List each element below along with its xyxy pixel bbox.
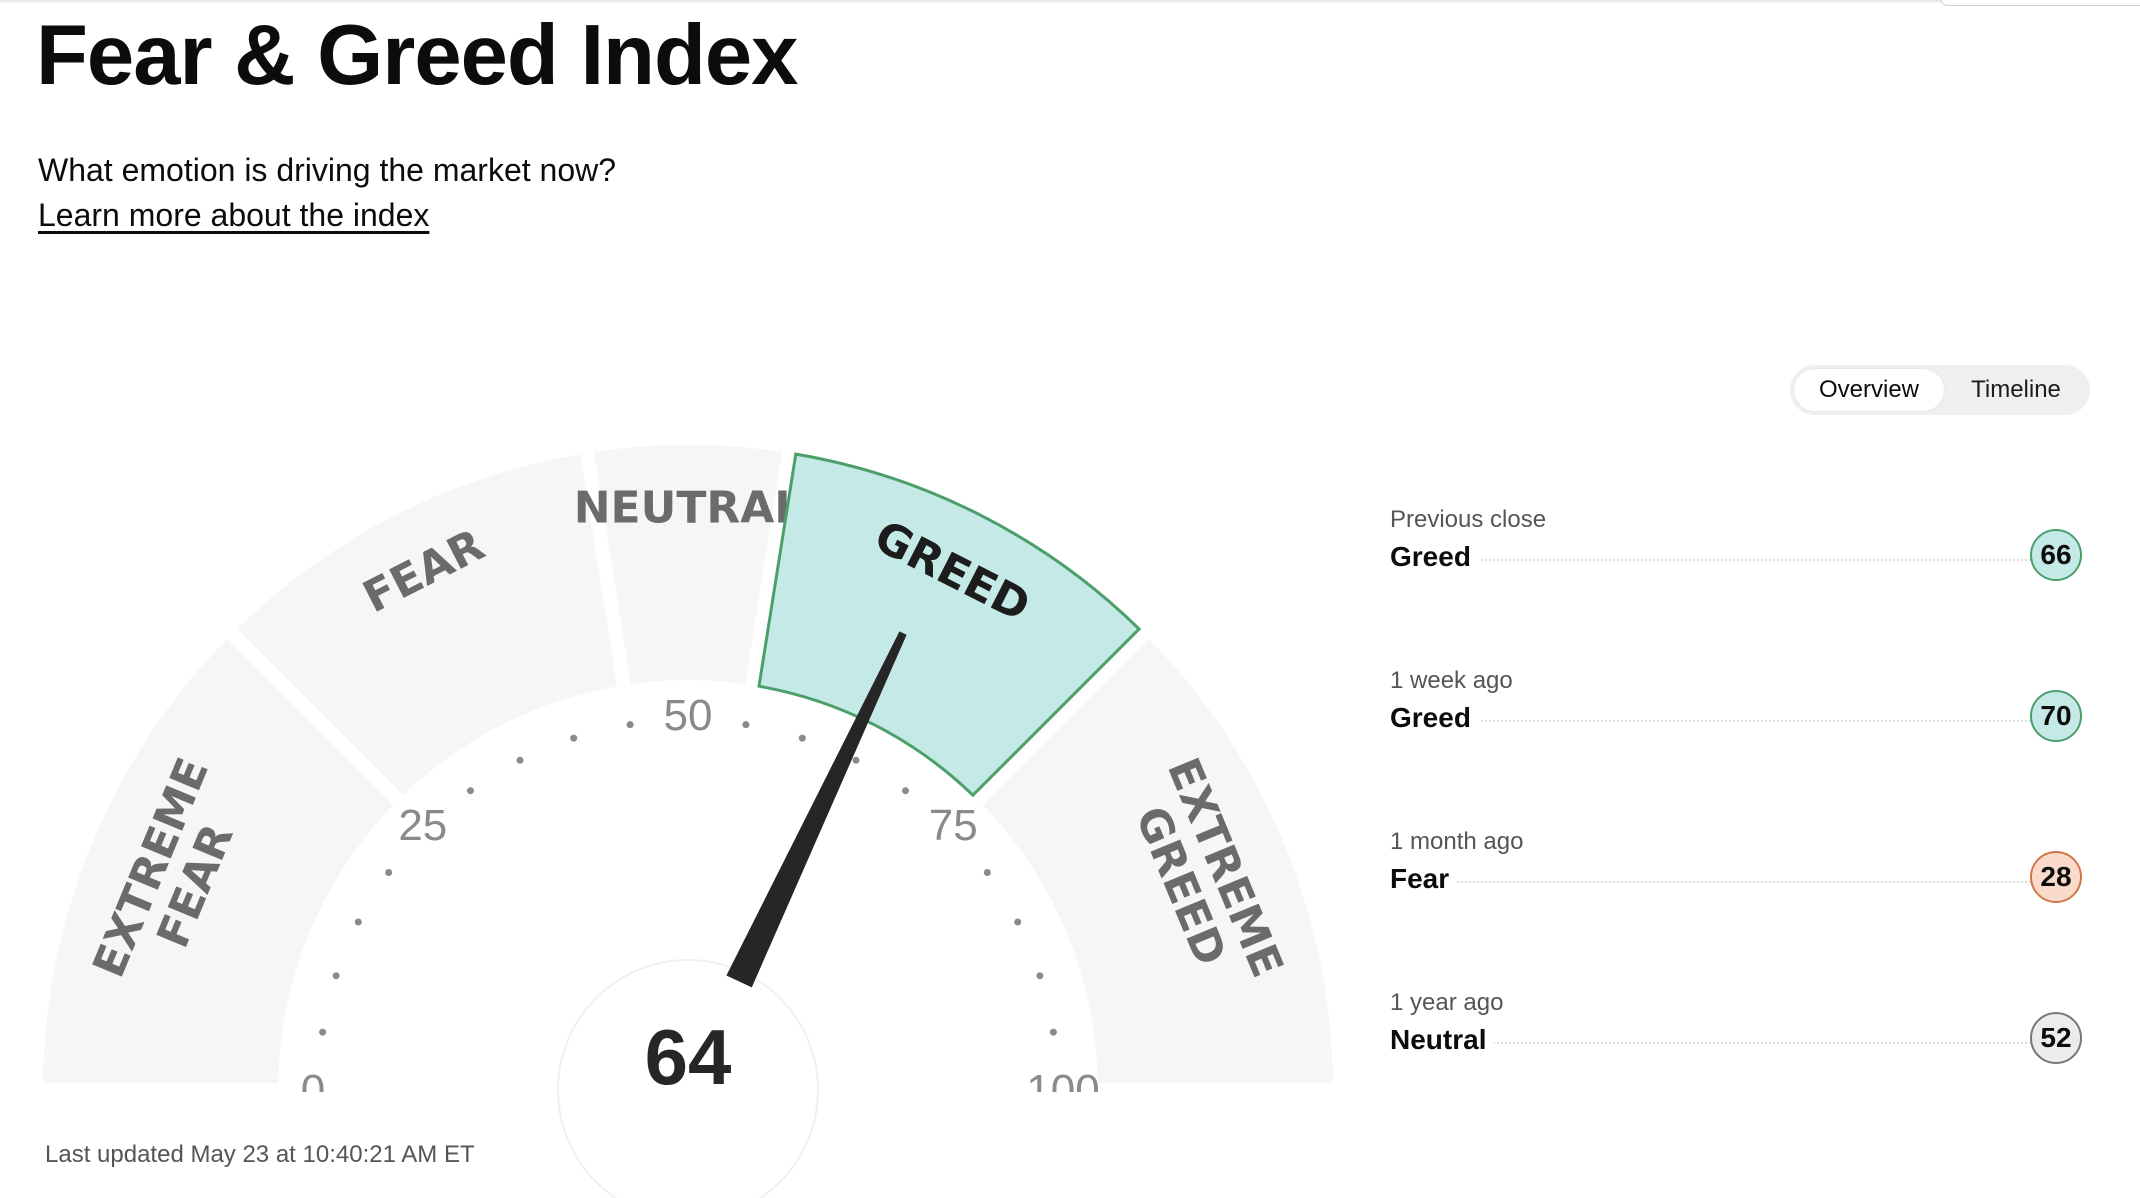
gauge-scale-dot — [319, 1028, 327, 1036]
history-rating: Fear — [1390, 861, 1458, 897]
view-toggle: Overview Timeline — [1790, 365, 2090, 415]
gauge-scale-dot — [516, 756, 524, 764]
gauge-scale-dot — [798, 734, 806, 742]
last-updated-timestamp: Last updated May 23 at 10:40:21 AM ET — [45, 1141, 475, 1168]
history-item-1-week-ago: 1 week ago Greed 70 — [1390, 666, 2082, 776]
history-item-1-month-ago: 1 month ago Fear 28 — [1390, 827, 2082, 937]
gauge-zone-neutral — [594, 445, 782, 684]
gauge-scale-number: 75 — [929, 801, 978, 850]
history-value-badge: 66 — [2030, 529, 2082, 581]
gauge-scale-dot — [332, 972, 340, 980]
gauge-scale-dot — [385, 869, 393, 876]
gauge-scale-dot — [1049, 1028, 1057, 1036]
gauge-value: 64 — [645, 1013, 732, 1101]
dotted-leader — [1390, 720, 2042, 722]
gauge-scale-number: 25 — [398, 801, 447, 850]
history-rating: Greed — [1390, 700, 1479, 736]
gauge-zone-extreme-fear — [43, 638, 394, 1083]
history-rating: Greed — [1390, 539, 1479, 575]
history-label: 1 week ago — [1390, 667, 1513, 694]
page-subtitle: What emotion is driving the market now? — [38, 152, 617, 188]
history-item-1-year-ago: 1 year ago Neutral 52 — [1390, 988, 2082, 1098]
gauge-zone-greed — [757, 452, 1142, 798]
history-rating: Neutral — [1390, 1022, 1495, 1058]
gauge-zone-label: NEUTRAL — [574, 483, 803, 534]
history-label: 1 month ago — [1390, 828, 1524, 855]
top-edge-shadow — [0, 0, 2140, 4]
history-item-previous-close: Previous close Greed 66 — [1390, 505, 2082, 615]
gauge-scale-dot — [852, 756, 860, 764]
gauge-zone-fear — [236, 454, 617, 796]
gauge-scale-dot — [1036, 972, 1044, 980]
gauge-zone-extreme-greed — [982, 638, 1333, 1083]
gauge-scale-number: 50 — [664, 691, 713, 740]
dotted-leader — [1390, 559, 2042, 561]
gauge-scale-dot — [354, 918, 362, 926]
history-label: Previous close — [1390, 506, 1547, 533]
fear-greed-gauge: EXTREMEFEARFEARNEUTRALGREEDEXTREMEGREED0… — [43, 445, 1333, 1198]
history-value-badge: 70 — [2030, 690, 2082, 742]
history-label: 1 year ago — [1390, 989, 1504, 1016]
gauge-hub — [557, 959, 819, 1198]
gauge-scale-dot — [1014, 918, 1022, 926]
dotted-leader — [1390, 881, 2042, 883]
gauge-scale-dot — [626, 721, 634, 729]
header-overlay-edge — [1940, 0, 2140, 6]
gauge-scale-dot — [570, 734, 578, 742]
gauge-scale-dot — [742, 721, 750, 729]
toggle-overview-button[interactable]: Overview — [1794, 369, 1944, 411]
history-value-badge: 28 — [2030, 851, 2082, 903]
gauge-scale-dot — [983, 869, 991, 876]
history-value-badge: 52 — [2030, 1012, 2082, 1064]
gauge-scale-dot — [902, 787, 909, 795]
page-title: Fear & Greed Index — [36, 8, 798, 103]
gauge-needle — [726, 631, 907, 988]
gauge-scale-dot — [467, 787, 474, 795]
learn-more-link[interactable]: Learn more about the index — [38, 197, 430, 233]
dotted-leader — [1390, 1042, 2042, 1044]
toggle-timeline-button[interactable]: Timeline — [1971, 376, 2061, 403]
